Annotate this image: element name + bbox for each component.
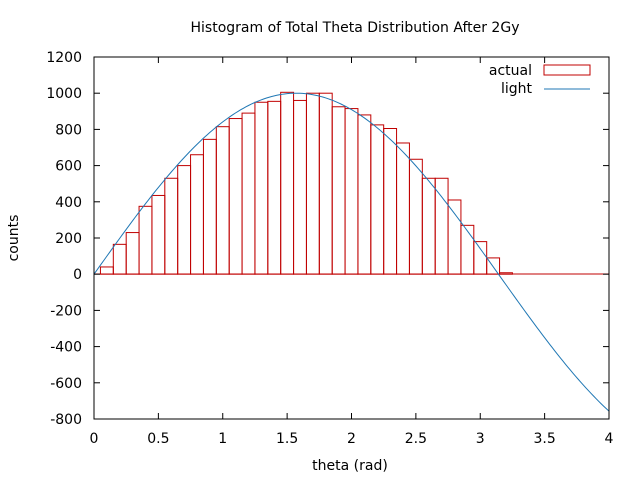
plot-frame <box>93 56 610 420</box>
histogram-bar <box>293 99 307 275</box>
histogram-bar <box>99 266 114 275</box>
y-tick-label: -200 <box>50 303 82 319</box>
histogram-bar <box>383 128 398 275</box>
y-axis-label: counts <box>6 215 22 262</box>
histogram-bar <box>396 142 410 275</box>
y-tick-label: 200 <box>55 231 82 247</box>
histogram-bar <box>228 118 243 275</box>
y-tick-label: -800 <box>50 412 82 428</box>
y-axis-ticks: -800 -600 -400 -200 0 200 400 600 800 1000 1200 <box>46 50 609 428</box>
histogram-bar <box>254 101 269 275</box>
histogram-bar <box>267 100 282 275</box>
x-tick-label: 1 <box>218 431 227 447</box>
y-tick-label: 1200 <box>46 50 82 66</box>
legend-label-light: light <box>501 81 533 97</box>
x-axis-ticks: 0 0.5 1 1.5 2 2.5 3 3.5 4 <box>90 57 614 447</box>
histogram-bar <box>177 165 192 275</box>
legend: actual light <box>489 63 591 97</box>
histogram-bar <box>344 108 359 275</box>
histogram-bar <box>164 177 179 275</box>
y-tick-label: -400 <box>50 340 82 356</box>
x-tick-label: 1.5 <box>276 431 298 447</box>
histogram-bar <box>202 138 217 275</box>
x-tick-label: 2.5 <box>405 431 427 447</box>
histogram-bar <box>112 243 127 275</box>
legend-swatch-actual <box>543 64 591 76</box>
chart-title: Histogram of Total Theta Distribution Af… <box>191 20 520 36</box>
histogram-bar <box>408 158 423 275</box>
light-curve <box>93 92 610 412</box>
y-tick-label: -600 <box>50 376 82 392</box>
legend-label-actual: actual <box>489 63 532 79</box>
histogram-bar <box>125 232 140 275</box>
histogram-bar <box>318 92 333 275</box>
y-tick-label: 0 <box>73 267 82 283</box>
histogram-bar <box>151 194 166 275</box>
histogram-bar <box>305 92 320 275</box>
x-tick-label: 0.5 <box>147 431 169 447</box>
x-tick-label: 4 <box>605 431 614 447</box>
histogram-bar <box>215 126 230 275</box>
histogram-bar <box>473 241 488 275</box>
x-tick-label: 3.5 <box>533 431 555 447</box>
x-tick-label: 0 <box>90 431 99 447</box>
histogram-bar <box>331 106 346 275</box>
histogram-bar <box>280 91 295 275</box>
plot-area <box>93 56 610 420</box>
histogram-bar <box>190 154 204 275</box>
y-tick-label: 400 <box>55 195 82 211</box>
y-tick-label: 1000 <box>46 86 82 102</box>
y-tick-label: 600 <box>55 159 82 175</box>
x-axis-label: theta (rad) <box>312 458 388 474</box>
x-tick-label: 2 <box>347 431 356 447</box>
histogram-bar <box>434 177 449 275</box>
histogram-bar <box>357 114 372 275</box>
x-tick-label: 3 <box>476 431 485 447</box>
histogram-bar <box>241 112 256 275</box>
histogram-bar <box>138 205 153 275</box>
y-tick-label: 800 <box>55 122 82 138</box>
histogram-bar <box>447 199 462 275</box>
histogram-bar <box>421 177 436 275</box>
histogram-bar <box>370 124 385 275</box>
histogram-bar <box>460 224 475 275</box>
